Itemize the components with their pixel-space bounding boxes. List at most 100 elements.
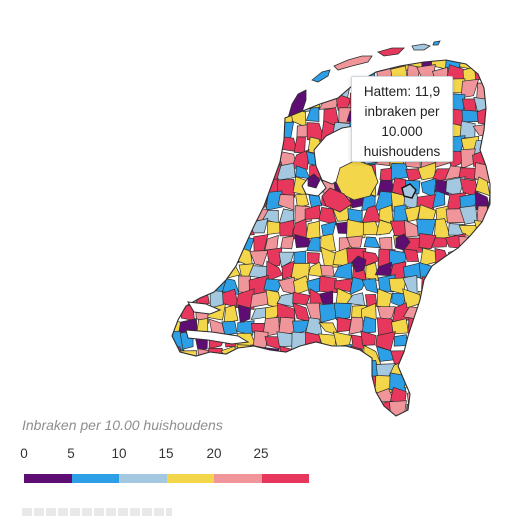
municipality-region[interactable] <box>249 402 270 421</box>
municipality-region[interactable] <box>262 121 284 140</box>
municipality-region[interactable] <box>491 66 507 83</box>
municipality-region[interactable] <box>430 275 448 295</box>
municipality-region[interactable] <box>346 219 367 240</box>
municipality-region[interactable] <box>321 417 337 433</box>
municipality-region[interactable] <box>421 305 437 323</box>
municipality-region[interactable] <box>235 288 255 310</box>
municipality-region[interactable] <box>280 235 295 250</box>
municipality-region[interactable] <box>492 97 505 112</box>
municipality-region[interactable] <box>222 52 242 71</box>
municipality-region[interactable] <box>181 191 194 212</box>
municipality-region[interactable] <box>420 178 437 198</box>
municipality-region[interactable] <box>486 318 503 336</box>
municipality-region[interactable] <box>334 278 352 293</box>
municipality-region[interactable] <box>333 262 353 280</box>
municipality-region[interactable] <box>416 316 437 335</box>
municipality-region[interactable] <box>181 248 198 263</box>
municipality-region[interactable] <box>249 373 269 389</box>
municipality-region[interactable] <box>207 192 226 211</box>
municipality-region[interactable] <box>209 221 228 239</box>
municipality-region[interactable] <box>223 177 242 194</box>
municipality-region[interactable] <box>263 94 279 114</box>
municipality-region[interactable] <box>223 234 242 250</box>
municipality-region[interactable] <box>207 387 227 405</box>
flevoland-municipality[interactable] <box>335 159 379 201</box>
municipality-region[interactable] <box>220 247 242 268</box>
municipality-region[interactable] <box>477 335 490 353</box>
municipality-region[interactable] <box>234 149 255 168</box>
municipality-region[interactable] <box>194 163 210 181</box>
municipality-region[interactable] <box>293 250 307 264</box>
municipality-region[interactable] <box>207 358 227 380</box>
municipality-region[interactable] <box>472 139 492 155</box>
municipality-region[interactable] <box>430 414 448 432</box>
municipality-region[interactable] <box>332 360 352 377</box>
municipality-region[interactable] <box>321 80 337 99</box>
municipality-region[interactable] <box>448 372 464 392</box>
municipality-region[interactable] <box>347 208 363 225</box>
municipality-region[interactable] <box>178 204 197 224</box>
municipality-region[interactable] <box>295 165 311 180</box>
municipality-region[interactable] <box>349 276 367 296</box>
municipality-region[interactable] <box>374 414 394 435</box>
municipality-region[interactable] <box>197 218 214 240</box>
municipality-region[interactable] <box>418 414 437 432</box>
municipality-region[interactable] <box>444 274 462 295</box>
municipality-region[interactable] <box>459 304 480 324</box>
municipality-region[interactable] <box>179 274 197 296</box>
municipality-region[interactable] <box>446 317 467 335</box>
municipality-region[interactable] <box>346 235 363 249</box>
municipality-region[interactable] <box>458 344 478 366</box>
municipality-region[interactable] <box>208 260 223 279</box>
municipality-region[interactable] <box>433 294 451 306</box>
municipality-region[interactable] <box>292 320 311 335</box>
municipality-region[interactable] <box>432 190 446 209</box>
municipality-region[interactable] <box>458 52 479 71</box>
municipality-region[interactable] <box>293 136 306 154</box>
municipality-region[interactable] <box>168 179 186 196</box>
municipality-region[interactable] <box>489 400 503 417</box>
municipality-region[interactable] <box>491 166 506 181</box>
municipality-region[interactable] <box>238 167 251 184</box>
municipality-region[interactable] <box>237 320 255 336</box>
municipality-region[interactable] <box>318 303 337 323</box>
municipality-region[interactable] <box>362 401 379 420</box>
municipality-region[interactable] <box>179 51 200 69</box>
municipality-layer[interactable] <box>165 51 508 436</box>
municipality-region[interactable] <box>360 330 376 346</box>
municipality-region[interactable] <box>477 360 489 378</box>
municipality-region[interactable] <box>431 363 451 375</box>
municipality-region[interactable] <box>333 389 353 407</box>
municipality-region[interactable] <box>234 414 252 434</box>
municipality-region[interactable] <box>235 177 255 198</box>
municipality-region[interactable] <box>378 236 393 251</box>
municipality-region[interactable] <box>167 289 181 310</box>
municipality-region[interactable] <box>166 387 182 408</box>
municipality-region[interactable] <box>235 109 254 126</box>
municipality-region[interactable] <box>336 316 352 333</box>
municipality-region[interactable] <box>459 120 476 139</box>
municipality-region[interactable] <box>304 57 323 71</box>
municipality-region[interactable] <box>179 361 200 380</box>
municipality-region[interactable] <box>318 51 336 71</box>
municipality-region[interactable] <box>264 52 284 72</box>
municipality-region[interactable] <box>431 389 450 407</box>
municipality-region[interactable] <box>263 108 282 125</box>
municipality-region[interactable] <box>407 344 421 365</box>
municipality-region[interactable] <box>180 235 197 254</box>
municipality-region[interactable] <box>375 219 396 236</box>
municipality-region[interactable] <box>192 358 214 376</box>
municipality-region[interactable] <box>363 236 381 249</box>
municipality-region[interactable] <box>361 278 379 294</box>
municipality-region[interactable] <box>462 293 477 307</box>
municipality-region[interactable] <box>402 414 418 434</box>
municipality-region[interactable] <box>196 195 208 209</box>
municipality-region[interactable] <box>210 176 227 195</box>
municipality-region[interactable] <box>419 390 438 405</box>
municipality-region[interactable] <box>192 247 213 265</box>
municipality-region[interactable] <box>181 261 197 280</box>
municipality-region[interactable] <box>430 344 449 366</box>
municipality-region[interactable] <box>318 391 339 404</box>
municipality-region[interactable] <box>419 363 437 379</box>
municipality-region[interactable] <box>184 134 200 153</box>
